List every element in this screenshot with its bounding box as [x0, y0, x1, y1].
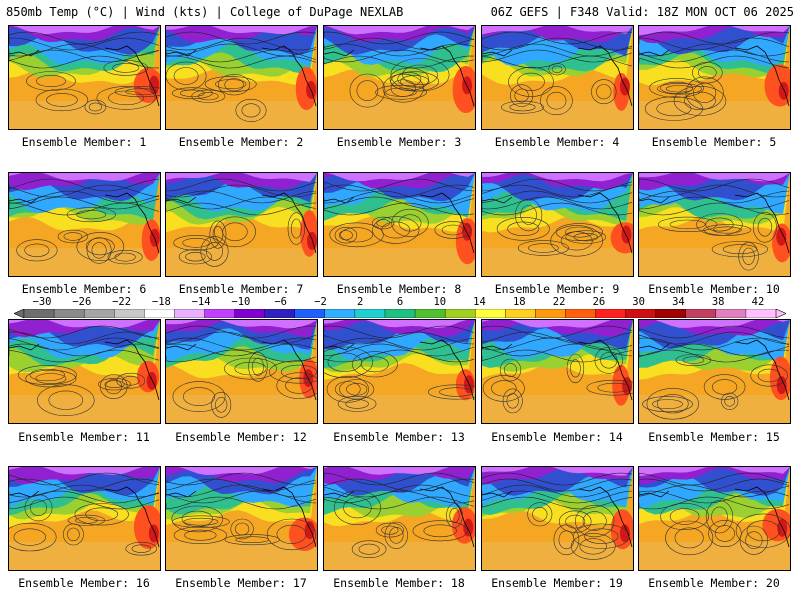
ensemble-map-panel	[638, 319, 791, 424]
colorbar-swatch	[444, 309, 476, 318]
ensemble-member-label: Ensemble Member: 6	[21, 282, 147, 296]
colorbar-swatch	[234, 309, 266, 318]
colorbar-swatch	[204, 309, 236, 318]
ensemble-map-panel	[8, 25, 161, 130]
map-title: 850mb Temp (°C) | Wind (kts) | College o…	[6, 5, 404, 19]
ensemble-map-panel	[323, 319, 476, 424]
colorbar-tick-label: −6	[274, 296, 288, 308]
colorbar-tick-label: 10	[433, 296, 447, 308]
colorbar-swatch	[475, 309, 506, 318]
colorbar-tick-label: 18	[512, 296, 526, 308]
ensemble-map-panel	[481, 466, 634, 571]
colorbar-tick-label: 22	[552, 296, 566, 308]
ensemble-member-label: Ensemble Member: 18	[333, 576, 465, 590]
ensemble-map-panel	[481, 319, 634, 424]
colorbar-swatch	[264, 309, 296, 318]
ensemble-member-label: Ensemble Member: 11	[18, 430, 150, 444]
colorbar-swatch	[715, 309, 747, 318]
colorbar-min-arrow	[14, 309, 25, 318]
ensemble-member-label: Ensemble Member: 12	[175, 430, 307, 444]
ensemble-member-label: Ensemble Member: 20	[648, 576, 780, 590]
ensemble-map-panel	[323, 172, 476, 277]
colorbar-swatch	[505, 309, 536, 318]
colorbar-swatch	[685, 309, 717, 318]
colorbar-tick-label: 42	[751, 296, 765, 308]
ensemble-member-label: Ensemble Member: 2	[178, 135, 304, 149]
colorbar-tick-label: −30	[32, 296, 52, 308]
colorbar-swatch	[595, 309, 627, 318]
ensemble-map-panel	[638, 466, 791, 571]
ensemble-map-panel	[323, 466, 476, 571]
colorbar-tick-label: −22	[112, 296, 132, 308]
ensemble-member-label: Ensemble Member: 14	[491, 430, 623, 444]
colorbar-swatch	[565, 309, 597, 318]
ensemble-member-label: Ensemble Member: 16	[18, 576, 150, 590]
colorbar-swatch	[114, 309, 145, 318]
colorbar-swatch	[655, 309, 687, 318]
ensemble-map-panel	[8, 172, 161, 277]
ensemble-map-panel	[323, 25, 476, 130]
colorbar-tick-label: 34	[672, 296, 685, 308]
colorbar-swatch	[535, 309, 566, 318]
ensemble-member-label: Ensemble Member: 1	[21, 135, 147, 149]
colorbar-tick-label: 14	[473, 296, 486, 308]
ensemble-member-label: Ensemble Member: 10	[648, 282, 780, 296]
ensemble-member-label: Ensemble Member: 8	[336, 282, 462, 296]
ensemble-map-panel	[8, 319, 161, 424]
colorbar-swatch	[83, 309, 115, 318]
colorbar-swatch	[294, 309, 326, 318]
temperature-colorbar	[14, 309, 786, 318]
ensemble-member-label: Ensemble Member: 13	[333, 430, 465, 444]
colorbar-swatch	[53, 309, 85, 318]
ensemble-member-label: Ensemble Member: 4	[494, 135, 620, 149]
ensemble-map-panel	[638, 25, 791, 130]
colorbar-tick-label: −18	[151, 296, 171, 308]
ensemble-map-panel	[165, 25, 318, 130]
colorbar-tick-label: −2	[314, 296, 327, 308]
colorbar-tick-label: 30	[632, 296, 645, 308]
colorbar-swatch	[23, 309, 55, 318]
colorbar-max-arrow	[775, 309, 786, 318]
colorbar-tick-label: −10	[231, 296, 251, 308]
colorbar-tick-label: 2	[357, 296, 364, 308]
ensemble-member-label: Ensemble Member: 19	[491, 576, 623, 590]
colorbar-swatch	[354, 309, 386, 318]
ensemble-member-label: Ensemble Member: 15	[648, 430, 780, 444]
ensemble-member-label: Ensemble Member: 5	[651, 135, 777, 149]
ensemble-member-label: Ensemble Member: 9	[494, 282, 620, 296]
ensemble-map-panel	[165, 466, 318, 571]
colorbar-tick-label: 38	[711, 296, 725, 308]
colorbar-tick-label: −14	[191, 296, 211, 308]
colorbar-swatch	[174, 309, 205, 318]
colorbar-swatch	[414, 309, 446, 318]
ensemble-member-label: Ensemble Member: 3	[336, 135, 462, 149]
run-valid-time: 06Z GEFS | F348 Valid: 18Z MON OCT 06 20…	[490, 5, 794, 19]
colorbar-swatch	[625, 309, 657, 318]
colorbar-tick-label: 6	[396, 296, 404, 308]
colorbar-swatch	[324, 309, 356, 318]
ensemble-member-label: Ensemble Member: 17	[175, 576, 307, 590]
colorbar-swatch	[144, 309, 175, 318]
colorbar-tick-label: −26	[72, 296, 92, 308]
colorbar-tick-label: 26	[592, 296, 606, 308]
ensemble-member-label: Ensemble Member: 7	[178, 282, 304, 296]
ensemble-map-panel	[165, 172, 318, 277]
ensemble-map-panel	[165, 319, 318, 424]
ensemble-map-panel	[481, 172, 634, 277]
colorbar-swatch	[745, 309, 777, 318]
colorbar-swatch	[384, 309, 416, 318]
ensemble-map-panel	[8, 466, 161, 571]
ensemble-map-panel	[638, 172, 791, 277]
ensemble-map-panel	[481, 25, 634, 130]
